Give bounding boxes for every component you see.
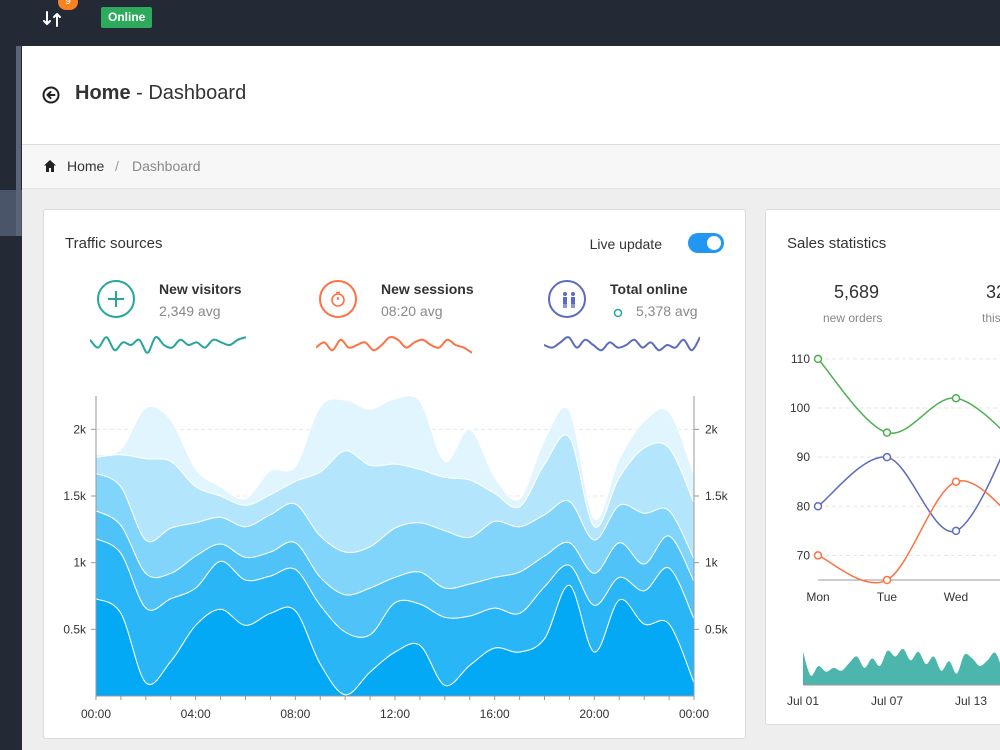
breadcrumb: Home / Dashboard bbox=[22, 145, 1000, 189]
y-tick-label-left: 1k bbox=[73, 556, 87, 570]
top-bar: 9 Online bbox=[0, 0, 1000, 46]
stat-new-visitors: New visitors 2,349 avg bbox=[97, 278, 297, 358]
stat-value: 08:20 avg bbox=[381, 303, 443, 319]
online-sparkline bbox=[544, 336, 700, 352]
x-tick-label: Wed bbox=[944, 590, 968, 604]
x-tick-label: 20:00 bbox=[579, 707, 609, 721]
home-icon bbox=[44, 160, 56, 172]
sidebar-scrollbar[interactable] bbox=[16, 46, 21, 236]
x-tick-label: 00:00 bbox=[679, 707, 709, 721]
y-tick-label: 80 bbox=[797, 499, 811, 513]
stat-value: 5,378 avg bbox=[636, 303, 698, 319]
sales-data-point[interactable] bbox=[951, 526, 961, 536]
x-tick-label: Mon bbox=[806, 590, 829, 604]
visitors-sparkline bbox=[90, 336, 246, 354]
stat-label: Total online bbox=[610, 281, 688, 297]
sessions-sparkline bbox=[316, 335, 472, 354]
x-tick-label: 08:00 bbox=[280, 707, 310, 721]
sync-icon[interactable] bbox=[42, 9, 62, 29]
online-dot-icon bbox=[613, 308, 623, 318]
y-tick-label-left: 0.5k bbox=[63, 622, 87, 636]
x-tick-label: 04:00 bbox=[181, 707, 211, 721]
y-tick-label-right: 1.5k bbox=[705, 489, 729, 503]
y-tick-label-right: 0.5k bbox=[705, 622, 729, 636]
sales-line-chart: 70 80 90 100 110 Mon Tue Wed bbox=[790, 352, 1000, 604]
traffic-sources-title: Traffic sources bbox=[65, 235, 163, 252]
breadcrumb-current: Dashboard bbox=[132, 158, 201, 174]
users-icon bbox=[548, 280, 586, 318]
y-tick-label-left: 1.5k bbox=[63, 489, 87, 503]
sales-stat-value: 5,689 bbox=[834, 282, 880, 302]
toggle-knob bbox=[707, 236, 721, 250]
y-tick-label-right: 1k bbox=[705, 556, 719, 570]
mini-area bbox=[803, 648, 1000, 685]
y-tick-label: 70 bbox=[797, 548, 811, 562]
traffic-stream-chart: 0.5k 1k 1.5k 2k 0.5k 1k 1.5k 2k 00:00 04:00 08:00 1… bbox=[63, 395, 729, 721]
x-tick-label: 00:00 bbox=[81, 707, 111, 721]
stat-new-sessions: New sessions 08:20 avg bbox=[319, 278, 519, 358]
traffic-sources-card: Traffic sources Live update New visitors… bbox=[43, 209, 746, 739]
sales-series-line bbox=[817, 456, 1000, 533]
x-tick-label: Jul 13 bbox=[955, 694, 987, 708]
x-tick-label: Jul 01 bbox=[787, 694, 819, 708]
sales-statistics-title: Sales statistics bbox=[787, 235, 887, 252]
sales-data-point[interactable] bbox=[951, 393, 961, 403]
stat-label: New sessions bbox=[381, 281, 474, 297]
sales-data-point[interactable] bbox=[813, 502, 823, 511]
breadcrumb-separator: / bbox=[115, 158, 119, 174]
sales-data-point[interactable] bbox=[882, 452, 892, 462]
sales-data-point[interactable] bbox=[813, 551, 823, 560]
y-tick-label: 90 bbox=[797, 450, 811, 464]
back-arrow-circle-icon[interactable] bbox=[42, 86, 60, 104]
plus-icon bbox=[97, 280, 135, 318]
sales-stat-label: new orders bbox=[823, 311, 883, 325]
y-tick-label: 100 bbox=[790, 401, 810, 415]
sidebar bbox=[0, 46, 22, 750]
y-tick-label-left: 2k bbox=[73, 422, 87, 436]
x-tick-label: 16:00 bbox=[480, 707, 510, 721]
stat-label: New visitors bbox=[159, 281, 242, 297]
sales-stat-label: this bbox=[982, 311, 1000, 325]
page-header: Home - Dashboard bbox=[22, 46, 1000, 145]
sales-series-line bbox=[817, 480, 1000, 584]
sales-data-point[interactable] bbox=[882, 428, 892, 437]
x-tick-label: Jul 07 bbox=[871, 694, 903, 708]
stat-total-online: Total online 5,378 avg bbox=[548, 278, 748, 358]
stream-layer bbox=[95, 395, 695, 528]
stat-value: 2,349 avg bbox=[159, 303, 221, 319]
live-update-label: Live update bbox=[589, 236, 662, 252]
sales-series-line bbox=[817, 358, 1000, 434]
x-tick-label: Tue bbox=[877, 590, 898, 604]
x-tick-label: 12:00 bbox=[380, 707, 410, 721]
y-tick-label: 110 bbox=[791, 352, 810, 366]
sales-data-point[interactable] bbox=[951, 477, 961, 486]
page-title: Home - Dashboard bbox=[75, 82, 247, 104]
live-update-toggle[interactable] bbox=[688, 233, 724, 253]
status-badge: Online bbox=[101, 7, 153, 28]
sales-stat-value: 32 bbox=[986, 282, 1000, 302]
y-tick-label-right: 2k bbox=[705, 422, 719, 436]
sales-data-point[interactable] bbox=[882, 575, 892, 585]
sales-statistics-card: Sales statistics 5,689 new orders 32 thi… bbox=[765, 209, 1000, 725]
sales-mini-area-chart: Jul 01 Jul 07 Jul 13 bbox=[787, 648, 1000, 708]
sales-data-point[interactable] bbox=[813, 354, 823, 364]
breadcrumb-home-link[interactable]: Home bbox=[67, 158, 105, 174]
clock-icon bbox=[319, 280, 357, 318]
notification-badge: 9 bbox=[58, 0, 78, 10]
